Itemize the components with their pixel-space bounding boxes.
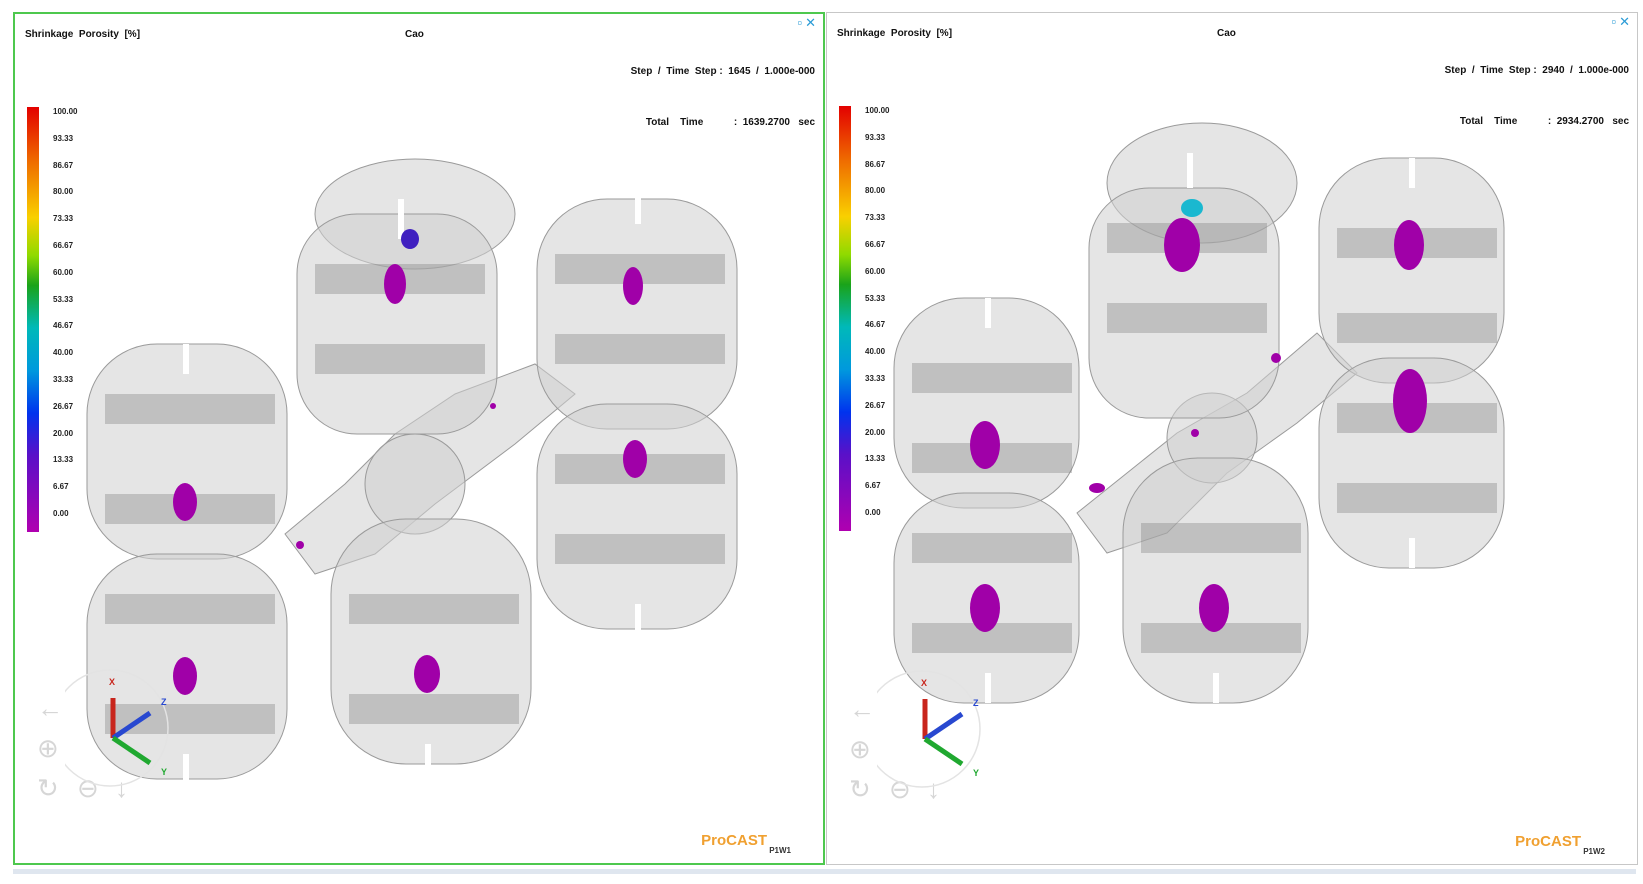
back-arrow-icon[interactable]: ←	[37, 693, 63, 723]
zoom-icon[interactable]: ⊕	[849, 734, 871, 764]
navigation-icons[interactable]: ← ⊕ ↻ ⊖ ↓	[31, 693, 151, 843]
legend-tick-label: 80.00	[865, 186, 886, 196]
legend-tick-label: 0.00	[865, 508, 881, 517]
legend-tick-label: 26.67	[865, 400, 886, 410]
pan-icon[interactable]: ⊖	[77, 773, 99, 803]
legend-tick-label: 86.67	[865, 159, 886, 169]
quantity-label: Shrinkage Porosity [%]	[25, 29, 141, 40]
legend-tick-label: 33.33	[865, 374, 886, 383]
down-arrow-icon[interactable]: ↓	[115, 773, 128, 803]
down-arrow-icon[interactable]: ↓	[927, 774, 940, 804]
legend-tick-label: 0.00	[53, 509, 69, 518]
legend-tick-label: 6.67	[53, 482, 69, 492]
viewport-right[interactable]: ▫✕ Shrinkage Porosity [%] Cao Step / Tim…	[826, 12, 1638, 865]
axis-triad-icon[interactable]: X Z Y	[877, 664, 1002, 794]
axis-x-label: X	[921, 678, 927, 688]
legend-tick-label: 20.00	[53, 428, 74, 438]
pan-icon[interactable]: ⊖	[889, 774, 911, 804]
step-line: Step / Time Step : 1645 / 1.000e-000	[630, 66, 815, 77]
legend-tick-label: 40.00	[865, 347, 886, 357]
legend-tick-label: 73.33	[53, 214, 74, 224]
axis-y-label: Y	[973, 768, 979, 778]
axis-x-label: X	[109, 677, 115, 687]
axis-triad-icon[interactable]: X Z Y	[65, 663, 190, 793]
back-arrow-icon[interactable]: ←	[849, 694, 875, 724]
legend-tick-label: 73.33	[865, 213, 886, 223]
legend-tick-label: 100.00	[865, 106, 890, 115]
step-line: Step / Time Step : 2940 / 1.000e-000	[1444, 65, 1629, 76]
casting-model-view[interactable]	[15, 14, 825, 865]
window-controls-icon[interactable]: ▫✕	[1611, 14, 1633, 29]
legend-tick-label: 93.33	[53, 133, 74, 143]
color-legend-bar	[27, 107, 39, 532]
legend-tick-label: 80.00	[53, 187, 74, 197]
navigation-icons[interactable]: ← ⊕ ↻ ⊖ ↓	[843, 694, 963, 844]
legend-tick-label: 46.67	[865, 320, 886, 330]
legend-tick-label: 66.67	[865, 240, 886, 249]
time-line: Total Time : 2934.2700 sec	[1459, 116, 1629, 127]
legend-tick-label: 60.00	[865, 266, 886, 276]
case-name: Cao	[1217, 28, 1236, 39]
legend-tick-label: 13.33	[53, 455, 74, 465]
viewport-tag: P1W1	[769, 846, 791, 855]
legend-tick-label: 40.00	[53, 348, 74, 358]
legend-tick-label: 53.33	[53, 294, 74, 304]
window-controls-icon[interactable]: ▫✕	[797, 15, 819, 30]
legend-tick-label: 66.67	[53, 241, 74, 250]
time-info: Step / Time Step : 1645 / 1.000e-000 Tot…	[631, 29, 815, 165]
case-name: Cao	[405, 29, 424, 40]
viewport-tag: P1W2	[1583, 847, 1605, 856]
window-bottom-strip	[13, 869, 1636, 874]
color-legend-bar	[839, 106, 851, 531]
legend-tick-label: 46.67	[53, 321, 74, 331]
casting-model-view[interactable]	[827, 13, 1637, 864]
legend-tick-label: 6.67	[865, 481, 881, 491]
procast-logo: ProCAST	[1515, 833, 1581, 850]
viewport-left[interactable]: ▫✕ Shrinkage Porosity [%] Cao Step / Tim…	[13, 12, 825, 865]
time-info: Step / Time Step : 2940 / 1.000e-000 Tot…	[1445, 28, 1629, 164]
procast-logo: ProCAST	[701, 832, 767, 849]
legend-tick-label: 26.67	[53, 401, 74, 411]
legend-tick-label: 20.00	[865, 427, 886, 437]
legend-tick-label: 93.33	[865, 132, 886, 142]
legend-tick-label: 13.33	[865, 454, 886, 464]
axis-y-label: Y	[161, 767, 167, 777]
time-line: Total Time : 1639.2700 sec	[645, 117, 815, 128]
legend-tick-label: 33.33	[53, 375, 74, 384]
axis-z-label: Z	[161, 697, 167, 707]
legend-tick-label: 86.67	[53, 160, 74, 170]
rotate-icon[interactable]: ↻	[849, 774, 871, 804]
zoom-icon[interactable]: ⊕	[37, 733, 59, 763]
legend-tick-label: 60.00	[53, 267, 74, 277]
legend-tick-label: 100.00	[53, 107, 78, 116]
rotate-icon[interactable]: ↻	[37, 773, 59, 803]
axis-z-label: Z	[973, 698, 979, 708]
quantity-label: Shrinkage Porosity [%]	[837, 28, 953, 39]
legend-tick-label: 53.33	[865, 293, 886, 303]
